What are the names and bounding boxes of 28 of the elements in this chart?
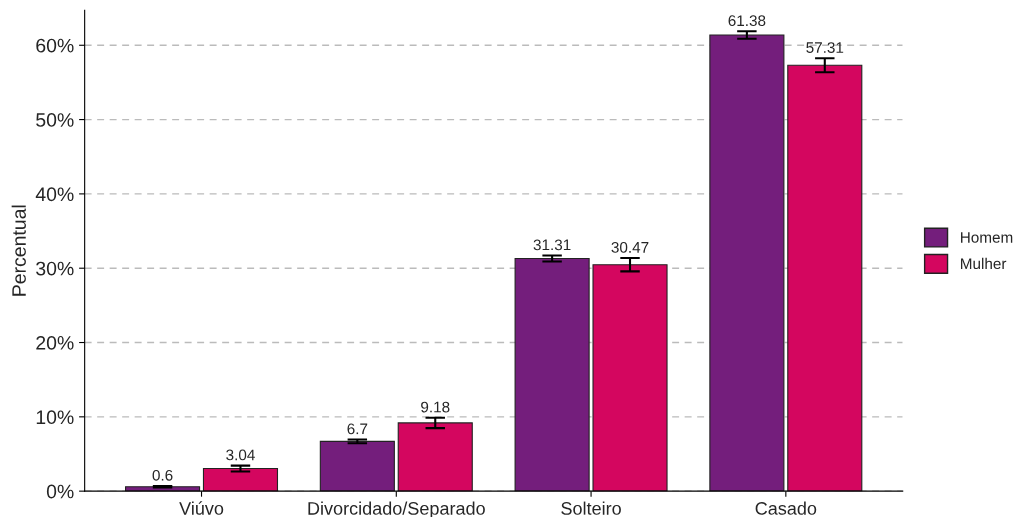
bar: [202, 468, 279, 492]
x-tick-label: Casado: [755, 501, 817, 515]
bar: [592, 264, 668, 492]
y-tick-label: 40%: [35, 187, 74, 202]
y-tick-label: 30%: [36, 261, 74, 276]
data-label: 6.7: [347, 423, 368, 435]
x-tick-label: Viúvo: [179, 501, 224, 515]
data-label: 0.6: [152, 469, 173, 481]
data-label: 57.31: [806, 42, 844, 53]
data-label: 61.38: [728, 15, 766, 27]
legend-label: Homem: [961, 232, 1013, 243]
data-label: 3.04: [226, 449, 255, 461]
data-label: 9.18: [421, 401, 450, 413]
legend-label: Mulher: [961, 257, 1007, 270]
data-label: 31.31: [533, 239, 571, 251]
data-label: 30.47: [611, 241, 649, 253]
y-tick-label: 20%: [36, 335, 74, 350]
bar: [709, 34, 785, 492]
bar: [514, 257, 590, 492]
y-tick-label: 50%: [36, 113, 74, 127]
bar: [787, 64, 863, 492]
bar: [397, 422, 473, 492]
y-tick-label: 60%: [36, 38, 74, 53]
bar: [319, 440, 395, 492]
y-tick-label: 0%: [46, 484, 74, 499]
y-tick-label: 10%: [36, 410, 74, 425]
x-tick-label: Solteiro: [561, 501, 621, 515]
y-axis-title: Percentual: [11, 205, 26, 296]
